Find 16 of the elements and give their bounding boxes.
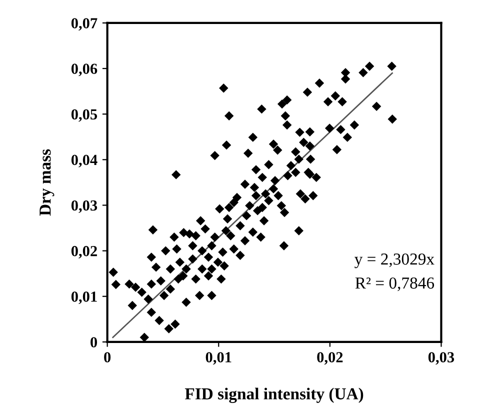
y-tick-label: 0,02 — [71, 246, 97, 258]
x-tick-label: 0,03 — [428, 352, 454, 365]
y-tick-label: 0,05 — [71, 109, 98, 122]
y-tick-label: 0,03 — [71, 200, 98, 213]
x-tick-label: 0,02 — [317, 352, 343, 365]
x-tick-label: 0 — [104, 352, 111, 362]
annotation: R² = 0,7846 — [355, 277, 434, 292]
y-tick-label: 0,04 — [71, 154, 98, 168]
x-tick-label: 0,01 — [206, 352, 232, 365]
y-tick-label: 0,01 — [71, 292, 97, 304]
y-axis-title: Dry mass — [40, 149, 54, 216]
y-tick-label: 0,07 — [71, 18, 98, 31]
y-tick-label: 0,06 — [71, 64, 98, 76]
y-tick-label: 0 — [90, 337, 98, 348]
annotation: y = 2,3029x — [354, 253, 434, 268]
x-axis-title: FID signal intensity (UA) — [184, 388, 364, 403]
